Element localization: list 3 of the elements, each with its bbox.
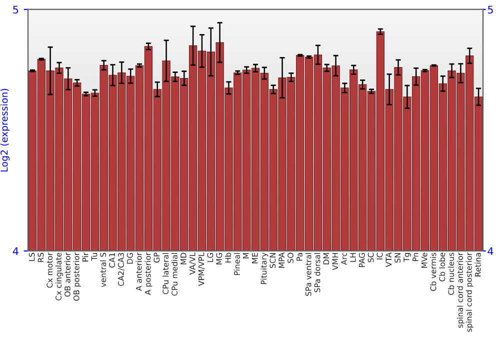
y2-tick-label: 4 (488, 247, 494, 255)
y2-tick-label: 5 (488, 6, 493, 14)
y-axis-title: Log2 (expression) (0, 88, 10, 172)
